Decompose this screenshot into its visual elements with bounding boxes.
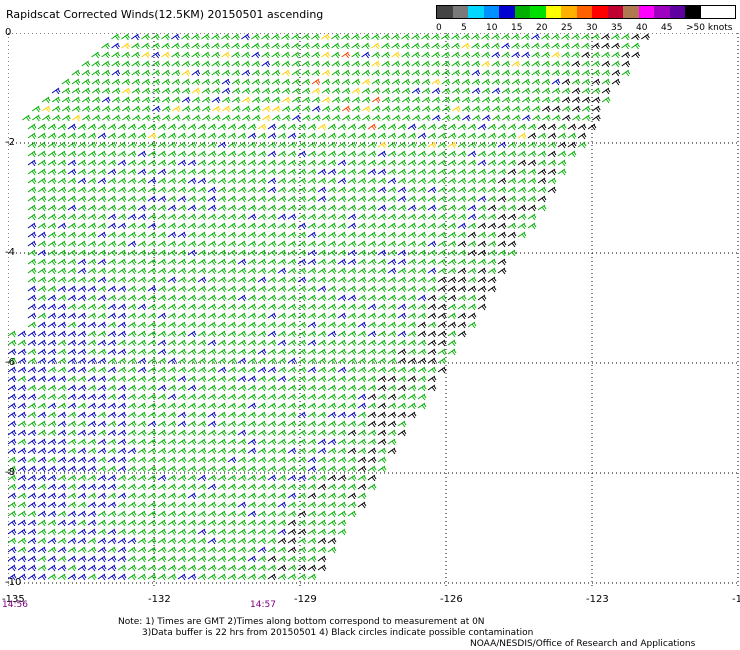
chart-title: Rapidscat Corrected Winds(12.5KM) 201505… [6, 8, 324, 21]
legend-label: 40 [636, 23, 648, 33]
wind-speed-legend: >50 knots 0 5 10 15 20 25 30 35 40 45 [436, 5, 736, 35]
legend-swatch [483, 6, 499, 18]
lon-label: -120 [732, 594, 740, 605]
legend-label: 35 [611, 23, 623, 33]
wind-barbs [8, 33, 650, 581]
legend-label: 25 [561, 23, 573, 33]
legend-swatch [499, 6, 515, 18]
legend-swatch [437, 6, 453, 18]
note-line-1: Note: 1) Times are GMT 2)Times along bot… [118, 617, 485, 627]
lat-label: -4 [5, 247, 15, 258]
legend-swatch [638, 6, 654, 18]
lat-label: -10 [5, 577, 22, 588]
lat-label: -8 [5, 467, 15, 478]
legend-swatch [654, 6, 670, 18]
legend-label: 45 [661, 23, 673, 33]
lat-label: 0 [5, 27, 12, 38]
lat-label: -6 [5, 357, 15, 368]
legend-swatch [576, 6, 592, 18]
legend-labels: >50 knots 0 5 10 15 20 25 30 35 40 45 [436, 23, 736, 35]
legend-swatch [561, 6, 577, 18]
lon-label: -126 [440, 594, 463, 605]
legend-label: 0 [436, 23, 442, 33]
legend-label: 5 [461, 23, 467, 33]
lon-label: -123 [586, 594, 609, 605]
legend-label: 20 [536, 23, 548, 33]
time-label-mid: 14:57 [250, 600, 276, 610]
legend-label: 15 [511, 23, 523, 33]
legend-unit: >50 knots [686, 23, 733, 33]
legend-swatch [592, 6, 608, 18]
legend-swatch [530, 6, 546, 18]
legend-swatch [685, 6, 701, 18]
note-line-2: 3)Data buffer is 22 hrs from 20150501 4)… [142, 628, 534, 638]
legend-swatch [468, 6, 484, 18]
lon-label: -132 [148, 594, 171, 605]
time-label-start: 14:56 [2, 600, 28, 610]
lon-label: -129 [294, 594, 317, 605]
note-line-3: NOAA/NESDIS/Office of Research and Appli… [470, 639, 696, 649]
legend-color-bar [436, 5, 736, 19]
lat-label: -2 [5, 137, 15, 148]
legend-swatch [607, 6, 623, 18]
wind-barb-map [8, 33, 740, 589]
legend-swatch [623, 6, 639, 18]
lon-label: -135 [2, 594, 25, 605]
legend-swatch [514, 6, 530, 18]
legend-swatch [545, 6, 561, 18]
legend-swatch [452, 6, 468, 18]
legend-label: 10 [486, 23, 498, 33]
legend-label: 30 [586, 23, 598, 33]
legend-swatch [669, 6, 685, 18]
